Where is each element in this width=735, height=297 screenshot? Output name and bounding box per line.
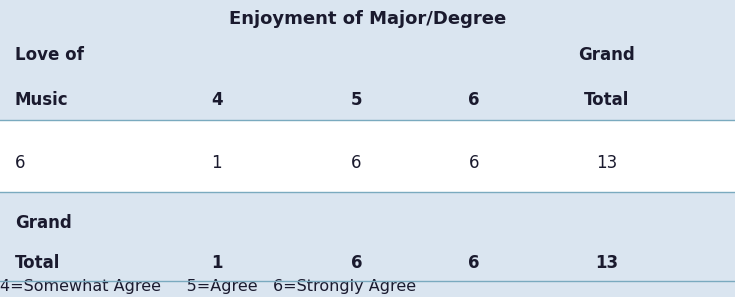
Text: Grand: Grand <box>578 46 635 64</box>
Bar <box>0 120 735 192</box>
Text: 13: 13 <box>595 254 618 272</box>
Text: 5: 5 <box>351 91 362 109</box>
Text: 6: 6 <box>351 254 362 272</box>
Text: 6: 6 <box>351 154 362 173</box>
Text: 13: 13 <box>596 154 617 173</box>
Text: 6: 6 <box>469 154 479 173</box>
Text: Enjoyment of Major/Degree: Enjoyment of Major/Degree <box>229 10 506 29</box>
Text: 6: 6 <box>468 91 480 109</box>
Text: Grand: Grand <box>15 214 71 232</box>
Text: 4: 4 <box>211 91 223 109</box>
Text: Love of: Love of <box>15 46 84 64</box>
Text: 4=Somewhat Agree     5=Agree   6=Strongly Agree: 4=Somewhat Agree 5=Agree 6=Strongly Agre… <box>0 279 416 294</box>
Text: 6: 6 <box>468 254 480 272</box>
Text: 6: 6 <box>15 154 25 173</box>
Text: Total: Total <box>15 254 60 272</box>
Text: Total: Total <box>584 91 629 109</box>
Text: 1: 1 <box>212 154 222 173</box>
Text: 1: 1 <box>211 254 223 272</box>
Text: Music: Music <box>15 91 68 109</box>
